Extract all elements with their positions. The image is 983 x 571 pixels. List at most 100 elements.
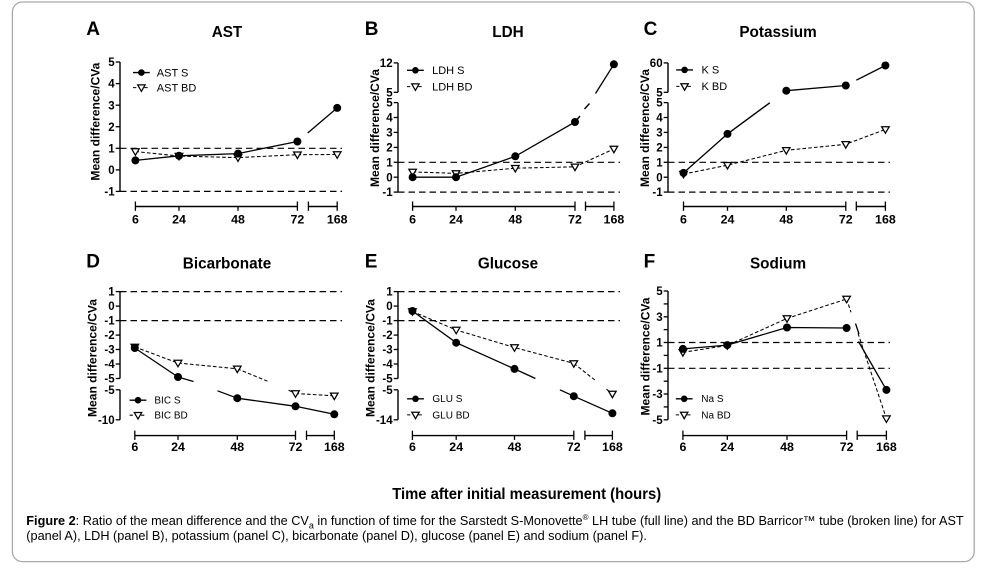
svg-text:BIC BD: BIC BD	[154, 411, 187, 422]
svg-text:72: 72	[568, 212, 582, 226]
svg-text:Na BD: Na BD	[701, 410, 730, 421]
svg-text:3: 3	[656, 128, 662, 140]
svg-text:168: 168	[876, 440, 897, 454]
svg-text:24: 24	[449, 212, 463, 226]
svg-text:2: 2	[386, 143, 392, 155]
svg-text:48: 48	[231, 212, 245, 226]
svg-text:-2: -2	[382, 330, 392, 342]
svg-text:5: 5	[386, 98, 393, 110]
svg-text:6: 6	[131, 440, 138, 454]
svg-text:Glucose: Glucose	[478, 256, 538, 273]
svg-text:168: 168	[604, 212, 625, 226]
svg-text:Mean difference/CVa: Mean difference/CVa	[638, 297, 652, 415]
svg-text:-5: -5	[382, 374, 393, 386]
svg-text:3: 3	[386, 128, 392, 140]
svg-text:48: 48	[230, 440, 244, 454]
svg-text:-5: -5	[104, 374, 115, 386]
svg-text:Mean difference/CVa: Mean difference/CVa	[638, 69, 652, 187]
svg-text:AST BD: AST BD	[157, 82, 197, 94]
svg-text:Na S: Na S	[701, 394, 724, 405]
svg-text:0: 0	[108, 165, 114, 177]
svg-text:6: 6	[132, 212, 139, 226]
svg-text:48: 48	[780, 440, 794, 454]
svg-text:72: 72	[840, 440, 854, 454]
svg-text:Sodium: Sodium	[750, 256, 806, 273]
svg-text:GLU BD: GLU BD	[432, 410, 469, 421]
svg-text:6: 6	[409, 212, 416, 226]
svg-text:Mean difference/CVa: Mean difference/CVa	[85, 299, 99, 417]
svg-text:C: C	[644, 19, 658, 40]
svg-text:-1: -1	[382, 316, 393, 328]
svg-text:3: 3	[656, 312, 662, 324]
svg-text:A: A	[86, 19, 100, 40]
svg-text:-3: -3	[104, 345, 114, 357]
svg-text:5: 5	[108, 57, 115, 69]
svg-text:-4: -4	[382, 359, 393, 371]
svg-text:Mean difference/CVa: Mean difference/CVa	[363, 299, 377, 417]
svg-text:-1: -1	[652, 187, 663, 199]
svg-text:5: 5	[386, 87, 393, 99]
svg-text:3: 3	[108, 100, 114, 112]
svg-text:E: E	[365, 251, 378, 272]
svg-text:Time after initial measurement: Time after initial measurement (hours)	[392, 486, 661, 503]
svg-text:1: 1	[386, 157, 393, 169]
svg-text:5: 5	[656, 98, 663, 110]
svg-text:24: 24	[172, 212, 186, 226]
svg-text:72: 72	[291, 212, 305, 226]
svg-text:6: 6	[680, 212, 687, 226]
svg-text:BIC S: BIC S	[154, 396, 180, 407]
svg-text:48: 48	[508, 212, 522, 226]
svg-text:LDH: LDH	[492, 24, 523, 41]
svg-text:K BD: K BD	[702, 81, 728, 93]
svg-text:-14: -14	[376, 415, 393, 427]
svg-text:6: 6	[409, 440, 416, 454]
svg-text:5: 5	[656, 286, 663, 298]
svg-text:168: 168	[327, 212, 348, 226]
svg-text:12: 12	[380, 58, 393, 70]
svg-text:1: 1	[656, 338, 663, 350]
svg-text:1: 1	[386, 287, 393, 299]
svg-text:2: 2	[108, 122, 114, 134]
svg-text:168: 168	[324, 440, 345, 454]
svg-text:24: 24	[720, 440, 734, 454]
svg-text:D: D	[86, 251, 100, 272]
svg-text:5: 5	[656, 87, 663, 99]
svg-text:1: 1	[108, 143, 115, 155]
svg-text:-1: -1	[382, 187, 393, 199]
svg-text:-1: -1	[104, 187, 115, 199]
svg-text:-1: -1	[652, 363, 663, 375]
svg-text:24: 24	[171, 440, 185, 454]
svg-text:K S: K S	[702, 65, 720, 77]
svg-text:48: 48	[508, 440, 522, 454]
svg-text:-3: -3	[652, 389, 662, 401]
svg-text:GLU S: GLU S	[432, 394, 462, 405]
svg-text:-2: -2	[104, 330, 114, 342]
svg-text:0: 0	[386, 301, 392, 313]
svg-text:4: 4	[386, 113, 393, 125]
svg-text:-5: -5	[382, 385, 393, 397]
svg-text:LDH BD: LDH BD	[432, 81, 472, 93]
svg-text:168: 168	[602, 440, 623, 454]
svg-text:Potassium: Potassium	[739, 24, 816, 41]
svg-text:-10: -10	[98, 415, 115, 427]
svg-text:B: B	[365, 19, 379, 40]
svg-text:-5: -5	[652, 415, 663, 427]
svg-text:Bicarbonate: Bicarbonate	[183, 256, 271, 273]
svg-text:72: 72	[839, 212, 853, 226]
svg-text:F: F	[644, 251, 656, 272]
svg-text:24: 24	[449, 440, 463, 454]
svg-text:AST: AST	[212, 24, 243, 41]
svg-text:6: 6	[679, 440, 686, 454]
svg-text:Mean difference/CVa: Mean difference/CVa	[88, 62, 102, 180]
svg-text:1: 1	[656, 157, 663, 169]
svg-text:48: 48	[779, 212, 793, 226]
svg-text:Mean difference/CVa: Mean difference/CVa	[368, 69, 382, 187]
svg-text:LDH S: LDH S	[432, 65, 464, 77]
svg-text:24: 24	[721, 212, 735, 226]
svg-text:0: 0	[386, 172, 392, 184]
svg-text:-5: -5	[104, 385, 115, 397]
svg-text:72: 72	[289, 440, 303, 454]
svg-text:0: 0	[656, 172, 662, 184]
svg-text:2: 2	[656, 143, 662, 155]
svg-text:60: 60	[650, 58, 663, 70]
